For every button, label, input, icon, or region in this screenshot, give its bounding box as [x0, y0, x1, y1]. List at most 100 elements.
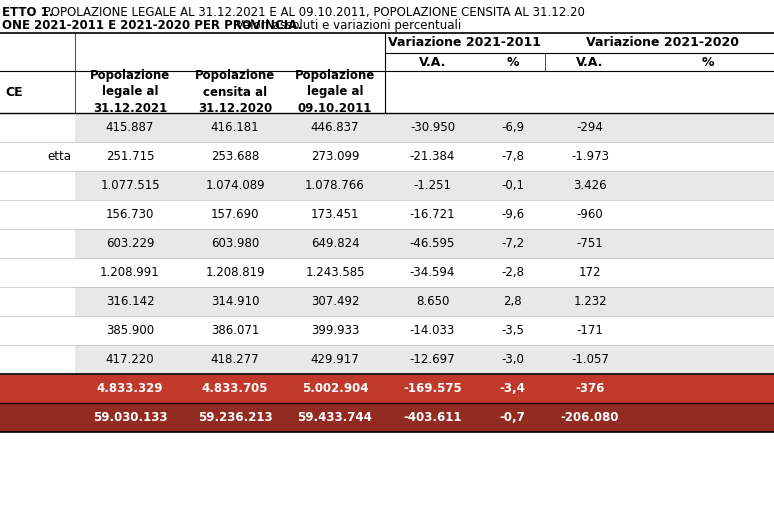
Text: 603.229: 603.229 [106, 237, 154, 250]
Text: -0,7: -0,7 [500, 411, 526, 424]
Text: 385.900: 385.900 [106, 324, 154, 337]
Text: 59.236.213: 59.236.213 [197, 411, 272, 424]
Text: -2,8: -2,8 [501, 266, 524, 279]
Text: Popolazione
legale al
09.10.2011: Popolazione legale al 09.10.2011 [295, 70, 375, 115]
Text: 1.074.089: 1.074.089 [205, 179, 265, 192]
Bar [0, 403, 774, 432]
Text: -960: -960 [577, 208, 604, 221]
Text: -14.033: -14.033 [410, 324, 455, 337]
Text: -3,0: -3,0 [501, 353, 524, 366]
Text: 314.910: 314.910 [211, 295, 259, 308]
Text: %: % [701, 56, 714, 69]
Text: %: % [506, 56, 519, 69]
Text: -21.384: -21.384 [409, 150, 455, 163]
Text: 59.030.133: 59.030.133 [93, 411, 167, 424]
Text: 399.933: 399.933 [311, 324, 359, 337]
Text: 3.426: 3.426 [574, 179, 607, 192]
Text: -294: -294 [577, 121, 604, 134]
Bar [75, 229, 774, 258]
Text: 417.220: 417.220 [106, 353, 154, 366]
Text: -1.057: -1.057 [571, 353, 609, 366]
Text: 416.181: 416.181 [211, 121, 259, 134]
Text: 1.208.991: 1.208.991 [100, 266, 160, 279]
Text: -169.575: -169.575 [403, 382, 462, 395]
Text: -171: -171 [577, 324, 604, 337]
Text: -206.080: -206.080 [560, 411, 619, 424]
Text: 1.077.515: 1.077.515 [100, 179, 159, 192]
Bar [0, 33, 774, 113]
Bar [0, 142, 75, 171]
Text: Popolazione
censita al
31.12.2020: Popolazione censita al 31.12.2020 [195, 70, 275, 115]
Bar [0, 200, 75, 229]
Text: Variazione 2021-2020: Variazione 2021-2020 [586, 37, 739, 50]
Text: Valori assoluti e variazioni percentuali: Valori assoluti e variazioni percentuali [232, 19, 461, 32]
Bar [0, 432, 774, 516]
Bar [0, 374, 774, 403]
Text: 1.232: 1.232 [574, 295, 607, 308]
Text: 418.277: 418.277 [211, 353, 259, 366]
Bar [0, 345, 75, 374]
Bar [0, 316, 75, 345]
Text: -7,2: -7,2 [501, 237, 524, 250]
Text: -9,6: -9,6 [501, 208, 524, 221]
Text: 4.833.705: 4.833.705 [202, 382, 269, 395]
Text: 386.071: 386.071 [211, 324, 259, 337]
Text: V.A.: V.A. [419, 56, 446, 69]
Text: etta: etta [47, 150, 71, 163]
Text: -7,8: -7,8 [501, 150, 524, 163]
Text: -6,9: -6,9 [501, 121, 524, 134]
Text: -751: -751 [577, 237, 604, 250]
Text: V.A.: V.A. [577, 56, 604, 69]
Text: 157.690: 157.690 [211, 208, 259, 221]
Text: -46.595: -46.595 [409, 237, 455, 250]
Text: -12.697: -12.697 [409, 353, 455, 366]
Bar [75, 200, 774, 229]
Text: 307.492: 307.492 [310, 295, 359, 308]
Text: 415.887: 415.887 [106, 121, 154, 134]
Text: -3,5: -3,5 [501, 324, 524, 337]
Text: 1.208.819: 1.208.819 [205, 266, 265, 279]
Text: -16.721: -16.721 [409, 208, 455, 221]
Text: POPOLAZIONE LEGALE AL 31.12.2021 E AL 09.10.2011, POPOLAZIONE CENSITA AL 31.12.2: POPOLAZIONE LEGALE AL 31.12.2021 E AL 09… [40, 6, 585, 19]
Bar [75, 142, 774, 171]
Text: 429.917: 429.917 [310, 353, 359, 366]
Bar [0, 229, 75, 258]
Text: -34.594: -34.594 [409, 266, 455, 279]
Text: 2,8: 2,8 [503, 295, 522, 308]
Bar [0, 113, 75, 142]
Bar [0, 287, 75, 316]
Text: 273.099: 273.099 [310, 150, 359, 163]
Text: 156.730: 156.730 [106, 208, 154, 221]
Text: 8.650: 8.650 [416, 295, 449, 308]
Bar [75, 316, 774, 345]
Bar [75, 345, 774, 374]
Text: 5.002.904: 5.002.904 [302, 382, 368, 395]
Text: 251.715: 251.715 [106, 150, 154, 163]
Text: 446.837: 446.837 [310, 121, 359, 134]
Text: -376: -376 [575, 382, 604, 395]
Text: -403.611: -403.611 [403, 411, 462, 424]
Text: 59.433.744: 59.433.744 [297, 411, 372, 424]
Text: 253.688: 253.688 [211, 150, 259, 163]
Text: CE: CE [5, 86, 22, 99]
Text: -0,1: -0,1 [501, 179, 524, 192]
Text: -3,4: -3,4 [499, 382, 526, 395]
Bar [75, 113, 774, 142]
Text: ONE 2021-2011 E 2021-2020 PER PROVINCIA.: ONE 2021-2011 E 2021-2020 PER PROVINCIA. [2, 19, 302, 32]
Text: 316.142: 316.142 [106, 295, 154, 308]
Bar [0, 258, 75, 287]
Bar [0, 171, 75, 200]
Text: 1.243.585: 1.243.585 [305, 266, 365, 279]
Text: 173.451: 173.451 [310, 208, 359, 221]
Bar [75, 287, 774, 316]
Text: 1.078.766: 1.078.766 [305, 179, 365, 192]
Bar [75, 171, 774, 200]
Text: -1.251: -1.251 [413, 179, 451, 192]
Text: Popolazione
legale al
31.12.2021: Popolazione legale al 31.12.2021 [90, 70, 170, 115]
Text: 603.980: 603.980 [211, 237, 259, 250]
Text: 4.833.329: 4.833.329 [97, 382, 163, 395]
Text: -1.973: -1.973 [571, 150, 609, 163]
Text: 172: 172 [579, 266, 601, 279]
Text: -30.950: -30.950 [410, 121, 455, 134]
Text: ETTO 1.: ETTO 1. [2, 6, 53, 19]
